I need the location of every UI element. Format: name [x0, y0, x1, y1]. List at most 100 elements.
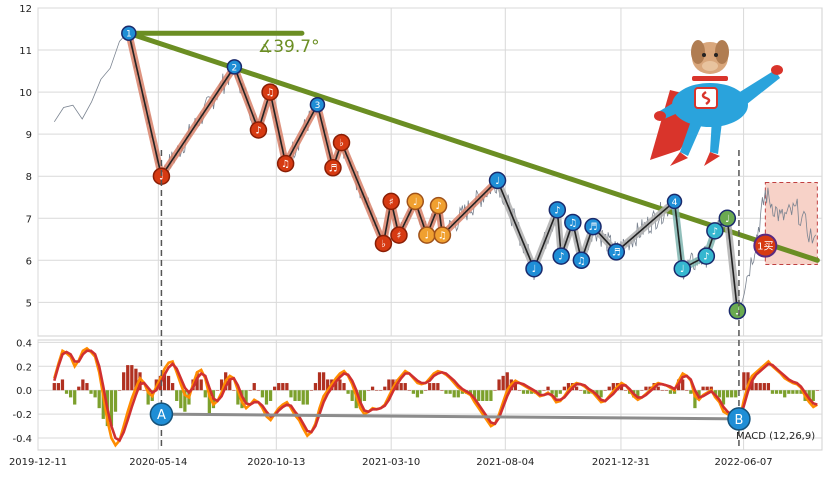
macd-histogram-bar — [664, 390, 668, 391]
macd-histogram-bar — [122, 372, 126, 391]
zigzag-segment — [615, 200, 676, 253]
macd-histogram-bar — [289, 390, 293, 398]
zigzag-segment — [160, 66, 236, 177]
macd-histogram-bar — [795, 390, 799, 394]
price-y-tick-label: 7 — [26, 214, 32, 225]
macd-histogram-bar — [326, 379, 330, 391]
x-tick-label: 2020-05-14 — [129, 457, 187, 468]
macd-histogram-bar — [685, 390, 689, 391]
macd-histogram-bar — [546, 386, 550, 391]
macd-histogram-bar — [117, 390, 122, 391]
zigzag-marker-label: ♩ — [495, 176, 500, 187]
macd-histogram-bar — [778, 390, 783, 394]
macd-histogram-bar — [725, 390, 730, 398]
macd-histogram-bar — [130, 365, 134, 391]
macd-histogram-bar — [599, 390, 603, 398]
zigzag-marker-label: ♫ — [281, 159, 290, 170]
macd-histogram-bar — [297, 390, 301, 401]
macd-histogram-bar — [428, 383, 432, 391]
zigzag-marker — [564, 213, 582, 232]
zigzag-marker-label: ♩ — [159, 172, 164, 183]
divergence-marker — [149, 402, 174, 426]
zigzag-marker — [548, 201, 567, 219]
macd-histogram-bar — [517, 390, 522, 391]
zigzag-segment — [316, 104, 334, 168]
zigzag-marker — [572, 251, 591, 270]
macd-histogram-bar — [407, 390, 411, 391]
x-tick-label: 2022-06-07 — [715, 457, 773, 468]
macd-histogram-bar — [309, 390, 314, 391]
macd-histogram-bar — [742, 372, 746, 391]
macd-histogram-bar — [342, 383, 346, 391]
zigzag-marker-label: 2 — [232, 63, 238, 73]
macd-histogram-bar — [338, 379, 342, 391]
buy-marker-label: 1买 — [757, 241, 773, 253]
macd-histogram-bar — [497, 379, 501, 391]
macd-histogram-bar — [485, 390, 489, 401]
macd-histogram-bar — [207, 390, 211, 416]
macd-histogram-bar — [783, 390, 787, 398]
macd-histogram-bar — [766, 383, 771, 391]
macd-histogram-bar — [460, 390, 464, 394]
macd-histogram-bar — [219, 379, 224, 391]
zigzag-marker — [429, 196, 448, 215]
zigzag-marker-label: ♩ — [413, 197, 418, 208]
zigzag-marker — [488, 171, 507, 190]
macd-histogram-bar — [521, 390, 526, 394]
macd-histogram-bar — [721, 390, 726, 405]
zigzag-marker — [433, 226, 452, 244]
macd-histogram-bar — [146, 390, 150, 405]
macd-histogram-bar — [436, 383, 440, 391]
macd-histogram-bar — [787, 390, 791, 394]
macd-histogram-bar — [603, 390, 607, 391]
zigzag-marker — [249, 121, 268, 139]
divergence-marker — [727, 407, 751, 431]
macd-histogram-bar — [640, 390, 644, 391]
macd-histogram-bar — [656, 386, 660, 391]
macd-histogram-bar — [60, 379, 65, 391]
zigzag-marker-label: ♬ — [589, 222, 598, 233]
divergence-line — [161, 412, 739, 421]
macd-histogram-bar — [477, 390, 481, 401]
zigzag-marker — [390, 226, 408, 244]
zigzag-marker-label: ♯ — [397, 231, 402, 242]
macd-histogram-bar — [468, 390, 473, 394]
macd-histogram-bar — [273, 386, 277, 391]
macd-histogram-bar — [179, 390, 183, 409]
macd-histogram-bar — [607, 386, 611, 391]
price-y-tick-label: 5 — [26, 298, 32, 309]
macd-histogram-bar — [550, 390, 554, 394]
zigzag-marker-label: ♫ — [568, 218, 577, 229]
macd-histogram-bar — [89, 390, 93, 394]
macd-histogram-bar — [56, 383, 61, 391]
zigzag-marker — [584, 217, 602, 236]
macd-histogram-bar — [101, 390, 105, 419]
zigzag-segment — [726, 218, 739, 311]
zigzag-marker — [607, 243, 626, 261]
macd-histogram-bar — [730, 390, 734, 398]
macd-histogram-bar — [444, 390, 448, 394]
macd-histogram-bar — [244, 390, 248, 405]
zigzag-segment — [340, 142, 385, 244]
macd-histogram-bar — [293, 390, 297, 401]
macd-histogram-bar — [350, 390, 354, 401]
macd-histogram-bar — [754, 383, 758, 391]
macd-histogram-bar — [709, 386, 713, 391]
zigzag-marker-label: 1 — [126, 30, 132, 40]
zigzag-segment — [233, 66, 260, 131]
trendline-layer — [126, 30, 820, 263]
macd-histogram-bar — [305, 390, 309, 405]
macd-histogram-bar — [811, 390, 815, 401]
zigzag-marker — [666, 193, 683, 210]
macd-histogram-bar — [81, 379, 85, 391]
macd-histogram-bar — [697, 390, 701, 398]
macd-histogram-bar — [734, 390, 738, 398]
macd-histogram-bar — [301, 390, 305, 405]
macd-histogram-bar — [815, 390, 819, 391]
macd-histogram-bar — [738, 390, 742, 391]
macd-histogram-bar — [256, 390, 260, 391]
zigzag-marker — [332, 133, 351, 152]
macd-histogram-bar — [415, 390, 420, 398]
macd-histogram-bar — [791, 390, 795, 394]
